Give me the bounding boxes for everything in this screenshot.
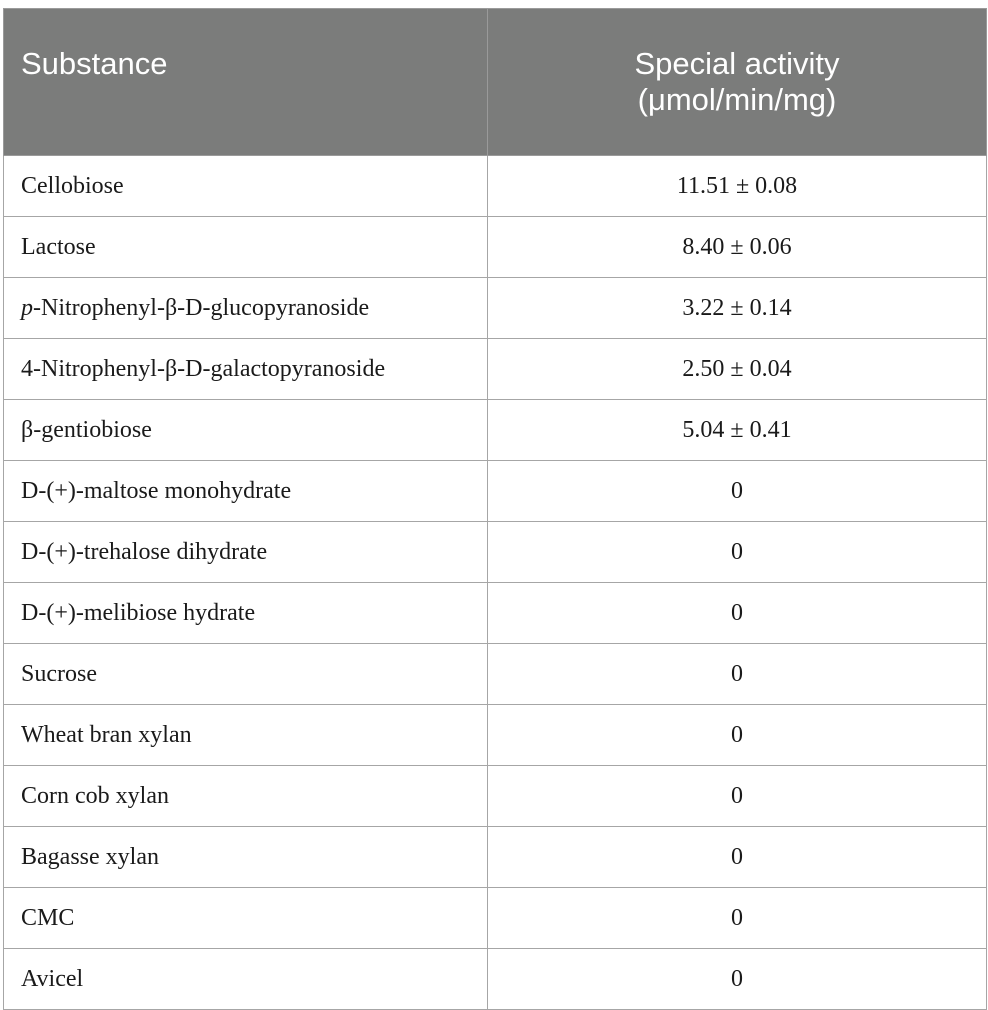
substance-italic-prefix: p <box>21 294 33 321</box>
substance-name: D-(+)-melibiose hydrate <box>21 599 256 626</box>
table-row: Cellobiose 11.51 ± 0.08 <box>3 155 987 217</box>
special-activity-value: 0 <box>487 521 987 583</box>
substance-name: D-(+)-maltose monohydrate <box>21 477 292 504</box>
substance-cell: p-Nitrophenyl-β-D-glucopyranoside <box>3 277 488 339</box>
substance-name: Corn cob xylan <box>21 782 169 809</box>
special-activity-value: 0 <box>487 704 987 766</box>
table-row: D-(+)-melibiose hydrate 0 <box>3 582 987 644</box>
header-special-activity-line1: Special activity <box>634 46 840 81</box>
table-row: p-Nitrophenyl-β-D-glucopyranoside 3.22 ± … <box>3 277 987 339</box>
substance-cell: CMC <box>3 887 488 949</box>
substance-name: Avicel <box>21 965 84 992</box>
table-row: Avicel 0 <box>3 948 987 1010</box>
special-activity-value: 2.50 ± 0.04 <box>487 338 987 400</box>
table-header: Substance Special activity (μmol/min/mg) <box>3 8 987 156</box>
substance-cell: Corn cob xylan <box>3 765 488 827</box>
table-row: Wheat bran xylan 0 <box>3 704 987 766</box>
substance-cell: Bagasse xylan <box>3 826 488 888</box>
substance-name: Sucrose <box>21 660 97 687</box>
special-activity-value: 0 <box>487 826 987 888</box>
substance-cell: Sucrose <box>3 643 488 705</box>
special-activity-value: 5.04 ± 0.41 <box>487 399 987 461</box>
table-body: Cellobiose 11.51 ± 0.08 Lactose 8.40 ± 0.06… <box>3 155 987 1010</box>
special-activity-value: 0 <box>487 643 987 705</box>
header-row: Substance Special activity (μmol/min/mg) <box>3 8 987 156</box>
substrate-activity-table-container: Substance Special activity (μmol/min/mg)… <box>3 8 987 1010</box>
table-row: 4-Nitrophenyl-β-D-galactopyranoside 2.50 … <box>3 338 987 400</box>
substance-name: D-(+)-trehalose dihydrate <box>21 538 268 565</box>
special-activity-value: 8.40 ± 0.06 <box>487 216 987 278</box>
special-activity-value: 0 <box>487 460 987 522</box>
substance-name: -Nitrophenyl-β-D-glucopyranoside <box>33 294 370 321</box>
table-row: Lactose 8.40 ± 0.06 <box>3 216 987 278</box>
table-row: Bagasse xylan 0 <box>3 826 987 888</box>
special-activity-value: 0 <box>487 948 987 1010</box>
table-row: Sucrose 0 <box>3 643 987 705</box>
table-row: CMC 0 <box>3 887 987 949</box>
special-activity-value: 0 <box>487 582 987 644</box>
special-activity-value: 3.22 ± 0.14 <box>487 277 987 339</box>
substrate-activity-table: Substance Special activity (μmol/min/mg)… <box>3 8 987 1010</box>
substance-name: Cellobiose <box>21 172 124 199</box>
header-substance: Substance <box>3 8 488 156</box>
substance-name: CMC <box>21 904 75 931</box>
table-row: D-(+)-trehalose dihydrate 0 <box>3 521 987 583</box>
substance-name: Wheat bran xylan <box>21 721 192 748</box>
substance-cell: Wheat bran xylan <box>3 704 488 766</box>
substance-cell: Avicel <box>3 948 488 1010</box>
substance-cell: D-(+)-melibiose hydrate <box>3 582 488 644</box>
substance-name: Bagasse xylan <box>21 843 159 870</box>
table-row: D-(+)-maltose monohydrate 0 <box>3 460 987 522</box>
substance-name: Lactose <box>21 233 96 260</box>
substance-name: β-gentiobiose <box>21 416 152 443</box>
special-activity-value: 0 <box>487 765 987 827</box>
table-row: β-gentiobiose 5.04 ± 0.41 <box>3 399 987 461</box>
header-special-activity-unit: (μmol/min/mg) <box>637 82 837 117</box>
substance-cell: D-(+)-trehalose dihydrate <box>3 521 488 583</box>
substance-cell: Lactose <box>3 216 488 278</box>
substance-name: 4-Nitrophenyl-β-D-galactopyranoside <box>21 355 386 382</box>
table-row: Corn cob xylan 0 <box>3 765 987 827</box>
substance-cell: Cellobiose <box>3 155 488 217</box>
substance-cell: D-(+)-maltose monohydrate <box>3 460 488 522</box>
special-activity-value: 11.51 ± 0.08 <box>487 155 987 217</box>
header-special-activity: Special activity (μmol/min/mg) <box>487 8 987 156</box>
substance-cell: 4-Nitrophenyl-β-D-galactopyranoside <box>3 338 488 400</box>
substance-cell: β-gentiobiose <box>3 399 488 461</box>
special-activity-value: 0 <box>487 887 987 949</box>
